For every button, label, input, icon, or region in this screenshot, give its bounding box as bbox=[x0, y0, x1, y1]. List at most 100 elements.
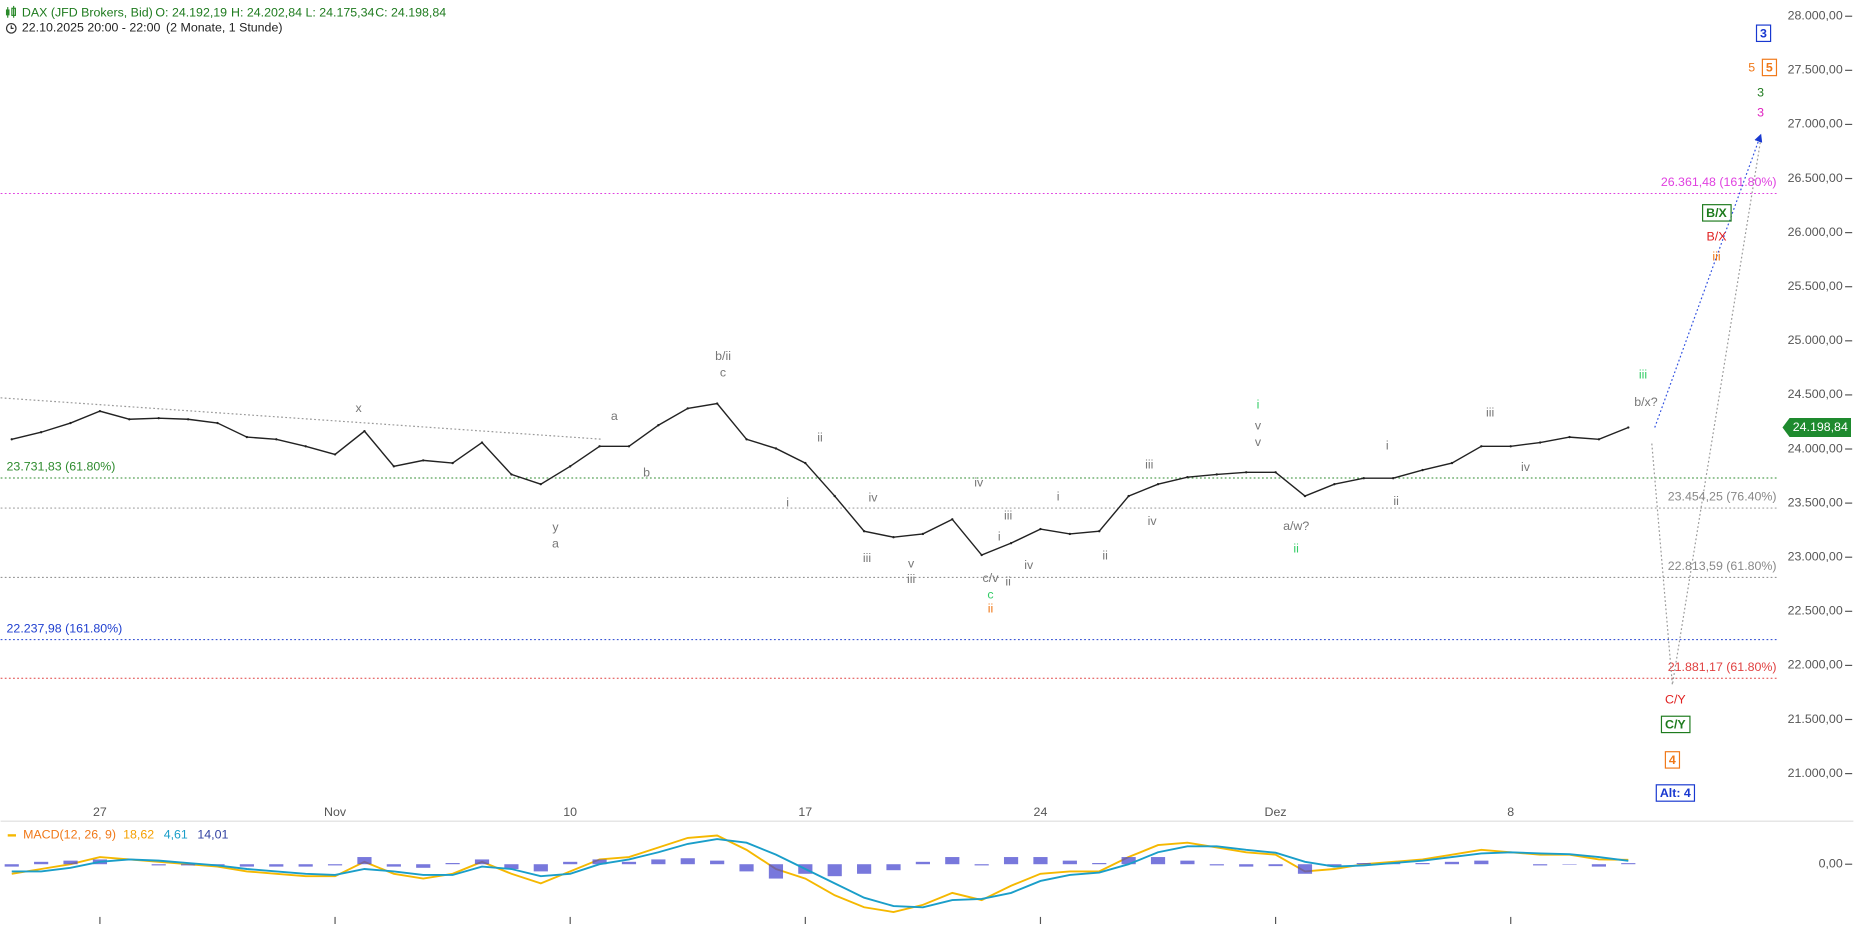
histogram-bar bbox=[710, 861, 724, 865]
histogram-bar bbox=[1033, 857, 1047, 864]
histogram-bar bbox=[240, 864, 254, 866]
price-point bbox=[1510, 445, 1512, 447]
level-label: 26.361,48 (161.80%) bbox=[1661, 175, 1777, 189]
wave-label: b/ii bbox=[715, 349, 731, 363]
histogram-bar bbox=[5, 864, 19, 866]
wave-label: c/v bbox=[983, 571, 1000, 585]
histogram-bar bbox=[1445, 862, 1459, 864]
wave-label: a/w? bbox=[1283, 519, 1309, 533]
wave-label: iv bbox=[868, 491, 878, 505]
price-point bbox=[1098, 530, 1100, 532]
histogram-bar bbox=[63, 861, 77, 865]
price-point bbox=[1039, 528, 1041, 530]
price-point bbox=[363, 430, 365, 432]
price-point bbox=[1304, 495, 1306, 497]
y-tick-label: 27.500,00 bbox=[1788, 63, 1843, 77]
level-label: 22.813,59 (61.80%) bbox=[1668, 559, 1777, 573]
price-point bbox=[687, 407, 689, 409]
level-label: 21.881,17 (61.80%) bbox=[1668, 660, 1777, 674]
price-point bbox=[951, 518, 953, 520]
price-point bbox=[1598, 438, 1600, 440]
histogram-bar bbox=[1298, 864, 1312, 874]
histogram-bar bbox=[975, 864, 989, 865]
y-tick-label: 21.000,00 bbox=[1788, 766, 1843, 780]
wave-label: 3 bbox=[1760, 26, 1767, 40]
wave-label: iv bbox=[1521, 460, 1531, 474]
instrument-title: DAX (JFD Brokers, Bid) bbox=[22, 5, 153, 19]
histogram-bar bbox=[739, 864, 753, 871]
wave-label: 5 bbox=[1766, 60, 1773, 74]
macd-line bbox=[12, 839, 1629, 907]
wave-label: iii bbox=[1639, 368, 1647, 382]
wave-label: iv bbox=[1024, 558, 1034, 572]
histogram-bar bbox=[857, 864, 871, 874]
legend-value: 4,61 bbox=[164, 828, 188, 842]
price-point bbox=[1069, 533, 1071, 535]
histogram-bar bbox=[563, 862, 577, 864]
price-point bbox=[1333, 483, 1335, 485]
wave-label: ii bbox=[1293, 541, 1299, 555]
clock-icon bbox=[7, 24, 16, 33]
trend-line bbox=[1, 398, 603, 439]
price-point bbox=[481, 441, 483, 443]
price-point bbox=[393, 465, 395, 467]
histogram-bar bbox=[1180, 861, 1194, 865]
x-tick-label: 27 bbox=[93, 805, 107, 819]
price-point bbox=[1568, 436, 1570, 438]
histogram-bar bbox=[475, 859, 489, 864]
wave-label: iii bbox=[1712, 250, 1720, 264]
histogram-bar bbox=[328, 864, 342, 865]
ohlc-low: L: 24.175,34 bbox=[305, 5, 374, 19]
wave-label: i bbox=[786, 495, 789, 509]
y-tick-label: 26.000,00 bbox=[1788, 225, 1843, 239]
histogram-bar bbox=[181, 864, 195, 865]
y-tick-label: 28.000,00 bbox=[1788, 9, 1843, 23]
histogram-bar bbox=[1239, 864, 1253, 866]
price-point bbox=[40, 431, 42, 433]
histogram-bar bbox=[534, 864, 548, 871]
wave-label: ii bbox=[1102, 549, 1108, 563]
wave-label: c bbox=[987, 587, 993, 601]
subtitle: 22.10.2025 20:00 - 22:00 bbox=[22, 21, 161, 35]
histogram-bar bbox=[1063, 861, 1077, 865]
price-point bbox=[510, 473, 512, 475]
price-point bbox=[569, 465, 571, 467]
legend-value: 18,62 bbox=[123, 828, 154, 842]
x-tick-label: 17 bbox=[798, 805, 812, 819]
wave-label: ii bbox=[1393, 494, 1399, 508]
wave-label: c bbox=[720, 365, 726, 379]
y-tick-label: 24.000,00 bbox=[1788, 441, 1843, 455]
histogram-bar bbox=[1415, 863, 1429, 864]
y-tick-label: 27.000,00 bbox=[1788, 117, 1843, 131]
price-point bbox=[540, 483, 542, 485]
histogram-bar bbox=[1004, 857, 1018, 864]
wave-label: iv bbox=[974, 475, 984, 489]
price-point bbox=[598, 445, 600, 447]
wave-label: i bbox=[998, 530, 1001, 544]
price-point bbox=[451, 462, 453, 464]
wave-label: v bbox=[908, 557, 915, 571]
price-point bbox=[745, 438, 747, 440]
period: (2 Monate, 1 Stunde) bbox=[166, 21, 282, 35]
histogram-bar bbox=[269, 864, 283, 866]
price-point bbox=[1127, 495, 1129, 497]
histogram-bar bbox=[945, 857, 959, 864]
histogram-bar bbox=[1592, 864, 1606, 866]
wave-label: 3 bbox=[1757, 85, 1764, 99]
price-point bbox=[1274, 471, 1276, 473]
price-point bbox=[1539, 441, 1541, 443]
x-tick-label: 8 bbox=[1507, 805, 1514, 819]
histogram-bar bbox=[387, 864, 401, 866]
wave-label: y bbox=[552, 520, 559, 534]
wave-label: ii bbox=[817, 430, 823, 444]
y-tick-label: 23.500,00 bbox=[1788, 495, 1843, 509]
wave-label: i bbox=[1386, 439, 1389, 453]
histogram-bar bbox=[769, 864, 783, 878]
y-tick-label: 22.500,00 bbox=[1788, 604, 1843, 618]
wave-label: b bbox=[643, 466, 650, 480]
histogram-bar bbox=[1210, 864, 1224, 865]
price-point bbox=[128, 418, 130, 420]
price-point bbox=[334, 453, 336, 455]
price-point bbox=[1451, 462, 1453, 464]
histogram-bar bbox=[1533, 864, 1547, 865]
